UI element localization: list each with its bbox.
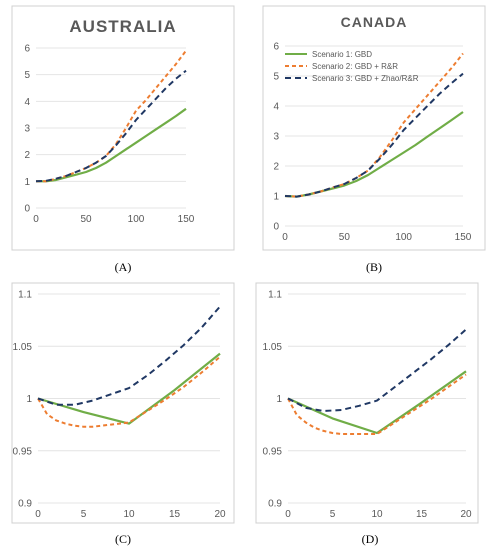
legend-entry-1: Scenario 1: GBD — [312, 50, 372, 59]
series-line-1 — [36, 107, 187, 183]
y-tick-label: 3 — [24, 124, 30, 135]
chart-panel-d: 0.9 0.95 1 1.05 1.1 0 5 10 15 20 (D) — [255, 282, 479, 546]
y-tick-label: 0 — [24, 204, 30, 215]
y-tick-label: 0.95 — [263, 446, 283, 457]
chart-panel-b: 0 1 2 3 4 5 6 0 50 100 150 CANADA (B) — [262, 5, 486, 274]
series-line-2 — [287, 373, 467, 435]
y-tick-label: 0.95 — [13, 446, 33, 457]
y-tick-label: 3 — [273, 132, 279, 143]
y-tick-label: 4 — [24, 97, 30, 108]
x-tick-label: 100 — [395, 232, 412, 243]
x-tick-label: 5 — [330, 509, 336, 520]
panel-frame — [262, 5, 486, 251]
x-tick-label: 100 — [128, 214, 145, 225]
x-tick-label: 20 — [460, 509, 472, 520]
y-tick-label: 2 — [24, 150, 30, 161]
y-tick-label: 6 — [24, 44, 30, 55]
y-tick-label: 1.05 — [263, 342, 283, 353]
x-tick-label: 20 — [214, 509, 226, 520]
x-tick-label: 50 — [80, 214, 92, 225]
panel-frame — [11, 282, 235, 524]
x-tick-label: 10 — [123, 509, 135, 520]
x-tick-label: 5 — [81, 509, 87, 520]
x-tick-label: 15 — [416, 509, 428, 520]
x-tick-label: 15 — [169, 509, 181, 520]
y-tick-label: 0.9 — [268, 499, 282, 510]
y-tick-label: 0.9 — [18, 499, 32, 510]
y-tick-label: 1 — [26, 394, 32, 405]
chart-title: AUSTRALIA — [69, 17, 176, 36]
y-tick-label: 2 — [273, 162, 279, 173]
x-tick-label: 0 — [282, 232, 288, 243]
series-line-3 — [37, 305, 221, 406]
y-tick-label: 1.05 — [13, 342, 33, 353]
series-line-3 — [35, 69, 187, 183]
y-tick-label: 5 — [24, 70, 30, 81]
x-tick-label: 150 — [455, 232, 472, 243]
legend-entry-2: Scenario 2: GBD + R&R — [312, 62, 398, 71]
series-line-3 — [287, 328, 467, 412]
chart-title: CANADA — [341, 14, 408, 30]
y-tick-label: 1.1 — [268, 290, 282, 301]
y-tick-label: 0 — [273, 222, 279, 233]
series-line-1 — [37, 352, 221, 425]
y-tick-label: 1 — [276, 394, 282, 405]
series-line-1 — [287, 370, 467, 435]
panel-label: (A) — [115, 260, 132, 274]
series-line-2 — [37, 355, 221, 428]
panel-label: (D) — [362, 532, 379, 546]
y-tick-label: 1 — [273, 192, 279, 203]
x-tick-label: 150 — [178, 214, 195, 225]
panel-label: (B) — [366, 260, 382, 274]
series-line-3 — [284, 72, 464, 198]
series-line-2 — [36, 50, 187, 183]
x-tick-label: 0 — [35, 509, 41, 520]
panel-label: (C) — [115, 532, 131, 546]
x-tick-label: 50 — [339, 232, 351, 243]
y-tick-label: 1 — [24, 177, 30, 188]
x-tick-label: 0 — [33, 214, 39, 225]
x-tick-label: 0 — [285, 509, 291, 520]
legend: Scenario 1: GBD Scenario 2: GBD + R&R Scen… — [285, 50, 419, 83]
x-tick-label: 10 — [371, 509, 383, 520]
y-tick-label: 6 — [273, 42, 279, 53]
y-tick-label: 4 — [273, 102, 279, 113]
chart-panel-a: 0 1 2 3 4 5 6 0 50 100 150 AUSTRALIA (A) — [11, 5, 235, 274]
chart-panel-c: 0.9 0.95 1 1.05 1.1 0 5 10 15 20 (C) — [11, 282, 235, 546]
y-tick-label: 5 — [273, 72, 279, 83]
legend-entry-3: Scenario 3: GBD + Zhao/R&R — [312, 74, 419, 83]
y-tick-label: 1.1 — [18, 290, 32, 301]
